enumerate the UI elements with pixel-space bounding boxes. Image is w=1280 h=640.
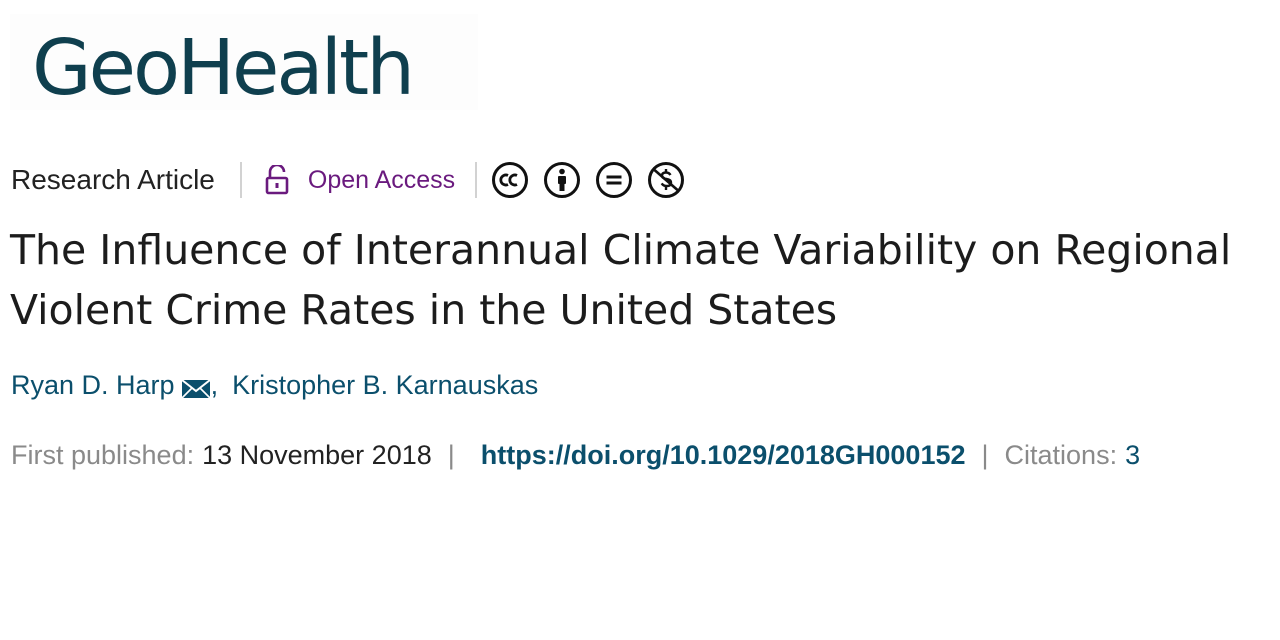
unlocked-lock-icon bbox=[264, 165, 290, 195]
journal-logo-box[interactable]: GeoHealth bbox=[10, 14, 478, 110]
divider bbox=[475, 162, 478, 198]
author-link[interactable]: Ryan D. Harp bbox=[11, 370, 175, 400]
separator: | bbox=[981, 440, 989, 470]
attribution-icon[interactable] bbox=[543, 161, 581, 199]
citations-label: Citations: bbox=[1004, 440, 1118, 470]
article-meta-row: Research Article Open Access bbox=[11, 158, 699, 202]
envelope-icon[interactable] bbox=[180, 378, 211, 400]
divider bbox=[239, 162, 242, 198]
author-separator: , bbox=[210, 370, 219, 400]
no-derivatives-icon[interactable] bbox=[595, 161, 633, 199]
journal-logo[interactable]: GeoHealth bbox=[32, 24, 415, 113]
citations-count[interactable]: 3 bbox=[1125, 440, 1141, 470]
author-link[interactable]: Kristopher B. Karnauskas bbox=[232, 370, 539, 400]
article-type: Research Article bbox=[11, 164, 215, 195]
article-title: The Influence of Interannual Climate Var… bbox=[10, 226, 1232, 334]
separator: | bbox=[447, 440, 455, 470]
open-access-label[interactable]: Open Access bbox=[307, 165, 456, 194]
cc-icon[interactable] bbox=[491, 161, 529, 199]
author-list: Ryan D. Harp , Kristopher B. Karnauskas bbox=[11, 370, 538, 401]
doi-link[interactable]: https://doi.org/10.1029/2018GH000152 bbox=[480, 440, 966, 470]
published-label: First published: bbox=[11, 440, 195, 470]
non-commercial-icon[interactable] bbox=[647, 161, 685, 199]
publication-info: First published: 13 November 2018 | http… bbox=[11, 440, 1140, 471]
published-date: 13 November 2018 bbox=[202, 440, 432, 470]
